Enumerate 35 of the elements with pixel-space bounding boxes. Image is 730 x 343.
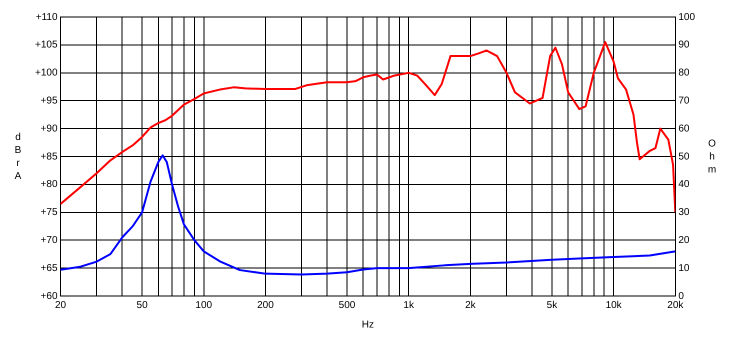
x-tick-label: 100	[195, 300, 213, 311]
y2-tick-label: 0	[678, 290, 684, 302]
y2-tick-label: 30	[678, 207, 690, 218]
x-tick-label: 2k	[465, 300, 477, 311]
y-tick-label: +75	[40, 207, 58, 218]
x-tick-label: 500	[338, 300, 356, 311]
y2-tick-label: 50	[678, 151, 690, 162]
y2-tick-label: 100	[678, 12, 696, 23]
y-tick-label: +80	[40, 179, 58, 190]
y2-tick-label: 20	[678, 234, 690, 246]
x-tick-label: 20k	[667, 300, 684, 311]
x-tick-label: 50	[136, 300, 148, 311]
x-tick-label: 20	[54, 300, 67, 311]
x-tick-label: 1k	[403, 300, 415, 311]
x-axis-title: Hz	[362, 319, 374, 330]
x-tick-label: 5k	[546, 300, 558, 311]
y-tick-label: +85	[40, 151, 58, 162]
x-tick-label: 10k	[606, 300, 623, 311]
y-tick-label: +90	[40, 123, 58, 134]
y-tick-label: +105	[34, 40, 58, 51]
y-tick-label: +70	[40, 234, 58, 246]
y2-tick-label: 80	[678, 68, 690, 79]
y-tick-label: +100	[34, 68, 58, 79]
y2-tick-label: 90	[678, 40, 690, 51]
y2-tick-label: 70	[678, 95, 690, 106]
y2-tick-label: 40	[678, 179, 690, 190]
y-tick-label: +65	[40, 262, 58, 274]
y-tick-label: +95	[40, 95, 58, 106]
y-tick-label: +60	[40, 290, 58, 302]
y2-axis-title: Ohm	[708, 138, 716, 176]
y-tick-label: +110	[36, 12, 58, 23]
y-axis-title: dBrA	[14, 132, 22, 182]
x-tick-label: 200	[257, 300, 274, 311]
y2-tick-label: 10	[678, 262, 690, 274]
y2-tick-label: 60	[678, 123, 690, 134]
